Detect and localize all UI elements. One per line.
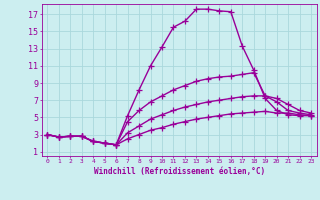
X-axis label: Windchill (Refroidissement éolien,°C): Windchill (Refroidissement éolien,°C) xyxy=(94,167,265,176)
